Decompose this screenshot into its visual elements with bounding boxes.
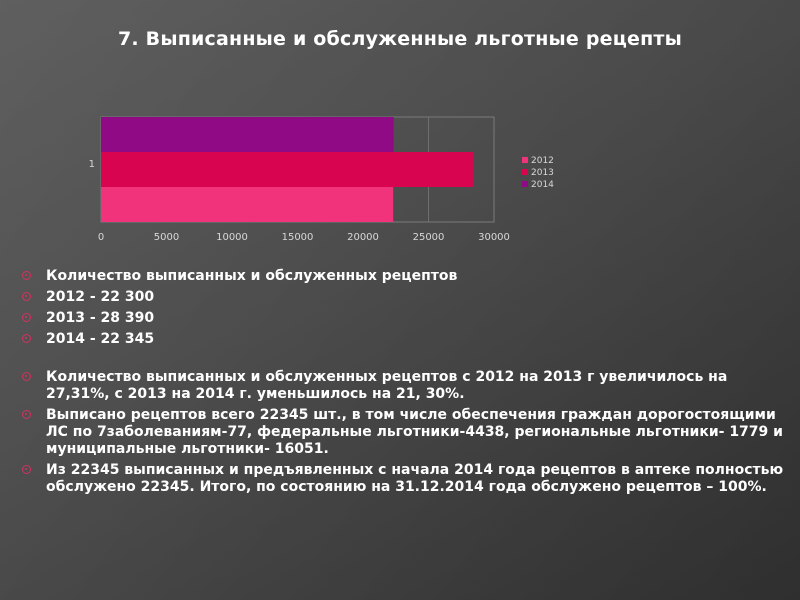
bullet-item: 2013 - 28 390: [22, 310, 790, 327]
x-tick-label: 15000: [282, 232, 314, 243]
bar-2012: [101, 187, 394, 222]
bullet-icon: [22, 410, 31, 419]
x-tick-label: 10000: [216, 232, 248, 243]
bar-2014: [101, 117, 394, 152]
x-tick-label: 20000: [347, 232, 379, 243]
bullet-item: Количество выписанных и обслуженных реце…: [22, 268, 790, 285]
x-tick-label: 25000: [413, 232, 445, 243]
legend-swatch-2013: [522, 169, 528, 175]
slide-title: 7. Выписанные и обслуженные льготные рец…: [117, 28, 683, 50]
bar-2013: [101, 152, 473, 187]
y-category-label: 1: [89, 159, 95, 170]
bullet-icon: [22, 372, 31, 381]
bullet-item: 2014 - 22 345: [22, 331, 790, 348]
legend-swatch-2014: [522, 181, 528, 187]
bullet-item: Количество выписанных и обслуженных реце…: [22, 369, 790, 403]
x-tick-label: 30000: [478, 232, 510, 243]
bullet-icon: [22, 465, 31, 474]
legend-swatch-2012: [522, 157, 528, 163]
bullet-icon: [22, 313, 31, 322]
bullet-item: Выписано рецептов всего 22345 шт., в том…: [22, 407, 790, 458]
x-tick-label: 0: [98, 232, 104, 243]
legend-label-2014: 2014: [531, 180, 554, 190]
bar-chart: 0 5000 10000 15000 20000 25000 30000 1 2012 2013 2…: [89, 116, 554, 243]
bullet-list: Количество выписанных и обслуженных реце…: [22, 268, 790, 500]
x-tick-label: 5000: [154, 232, 179, 243]
legend-label-2013: 2013: [531, 168, 554, 178]
legend-label-2012: 2012: [531, 156, 554, 166]
bullet-item: Из 22345 выписанных и предъявленных с на…: [22, 462, 790, 496]
bullet-icon: [22, 292, 31, 301]
bullet-item: 2012 - 22 300: [22, 289, 790, 306]
bullet-icon: [22, 334, 31, 343]
bullet-icon: [22, 271, 31, 280]
